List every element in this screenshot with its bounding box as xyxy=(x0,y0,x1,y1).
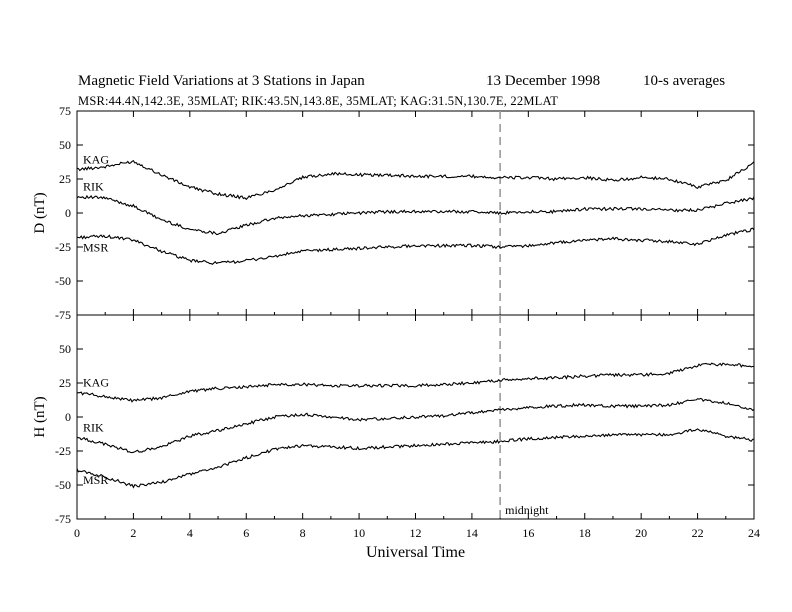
panel-d-ylabel: D (nT) xyxy=(32,192,48,233)
chart-date: 13 December 1998 xyxy=(486,73,601,89)
panel-h-ytick-label: -75 xyxy=(55,512,71,526)
x-tick-label: 6 xyxy=(243,526,249,540)
panel-d-ytick-label: -50 xyxy=(55,274,71,288)
panel-h-series-msr xyxy=(76,428,755,489)
x-tick-label: 10 xyxy=(353,526,365,540)
panel-h-ytick-label: -25 xyxy=(55,444,71,458)
panel-d-ytick-label: -75 xyxy=(55,308,71,322)
chart-title: Magnetic Field Variations at 3 Stations … xyxy=(78,73,365,89)
x-tick-label: 8 xyxy=(300,526,306,540)
panel-h-series-rik xyxy=(76,397,755,454)
panel-d-series-kag xyxy=(76,159,755,201)
panel-h-series-label-msr: MSR xyxy=(83,473,108,487)
panel-h-ytick-label: 0 xyxy=(65,410,71,424)
panel-d-series-label-kag: KAG xyxy=(83,152,109,166)
x-tick-label: 2 xyxy=(130,526,136,540)
x-tick-label: 20 xyxy=(635,526,647,540)
panel-h-ylabel: H (nT) xyxy=(32,396,48,437)
panel-d-ytick-label: 75 xyxy=(59,104,71,118)
x-tick-label: 22 xyxy=(692,526,704,540)
x-axis-label: Universal Time xyxy=(366,544,465,561)
panel-h-series-kag xyxy=(76,362,755,403)
x-tick-label: 4 xyxy=(187,526,193,540)
x-tick-label: 0 xyxy=(74,526,80,540)
panel-d-series-label-rik: RIK xyxy=(83,180,104,194)
panel-h-series-label-kag: KAG xyxy=(83,376,109,390)
x-tick-label: 24 xyxy=(748,526,760,540)
panel-h-ytick-label: 50 xyxy=(59,342,71,356)
panel-d-ytick-label: -25 xyxy=(55,240,71,254)
panel-d-series-msr xyxy=(76,227,755,265)
x-tick-label: 14 xyxy=(466,526,478,540)
panel-h-series-label-rik: RIK xyxy=(83,420,104,434)
x-tick-label: 12 xyxy=(410,526,422,540)
panel-h-frame xyxy=(76,314,755,520)
panel-d-series-label-msr: MSR xyxy=(83,240,108,254)
midnight-label: midnight xyxy=(505,503,549,517)
x-tick-label: 16 xyxy=(522,526,534,540)
panel-h-ytick-label: -50 xyxy=(55,478,71,492)
x-tick-label: 18 xyxy=(579,526,591,540)
panel-d-series-rik xyxy=(76,194,755,236)
panel-d-ytick-label: 0 xyxy=(65,206,71,220)
panel-h-ytick-label: 25 xyxy=(59,376,71,390)
chart-averaging: 10-s averages xyxy=(643,73,726,89)
station-coordinates: MSR:44.4N,142.3E, 35MLAT; RIK:43.5N,143.… xyxy=(78,94,559,108)
panel-d-ytick-label: 25 xyxy=(59,172,71,186)
panel-d-ytick-label: 50 xyxy=(59,138,71,152)
